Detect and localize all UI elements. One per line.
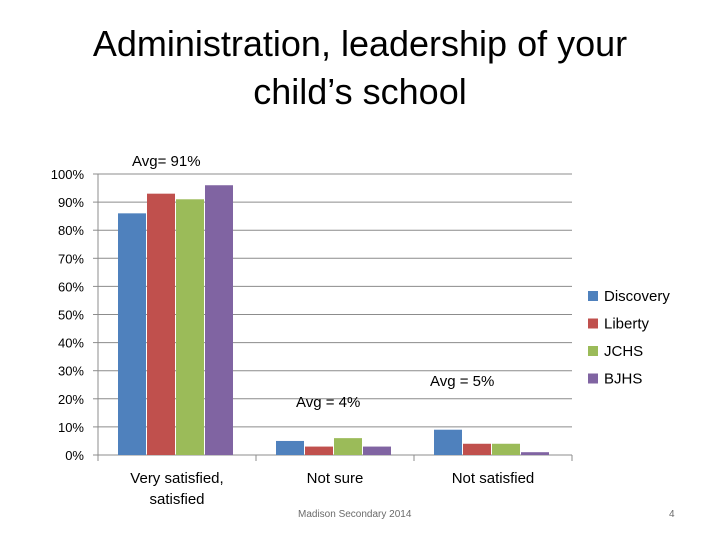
y-tick-label: 90% xyxy=(58,195,84,210)
bar-liberty-0 xyxy=(147,193,175,456)
bar-bjhs-2 xyxy=(521,452,549,455)
legend-label-jchs: JCHS xyxy=(604,343,643,360)
bar-jchs-0 xyxy=(176,199,204,455)
bar-liberty-2 xyxy=(463,443,491,455)
y-tick-label: 40% xyxy=(58,336,84,351)
bar-jchs-2 xyxy=(492,443,520,455)
legend-swatch-liberty xyxy=(588,318,598,329)
footer-text: Madison Secondary 2014 xyxy=(298,509,412,520)
legend-label-discovery: Discovery xyxy=(604,288,670,305)
avg-annotation: Avg= 91% xyxy=(132,153,201,170)
bar-discovery-2 xyxy=(434,429,462,455)
page-number: 4 xyxy=(669,509,675,520)
bar-discovery-1 xyxy=(276,440,304,455)
y-tick-label: 0% xyxy=(65,448,84,463)
avg-annotation: Avg = 4% xyxy=(296,394,360,411)
y-tick-label: 100% xyxy=(51,167,85,182)
x-category-label: Not sure xyxy=(307,470,364,487)
x-category-label: Very satisfied, satisfied xyxy=(130,470,223,508)
y-tick-label: 70% xyxy=(58,251,84,266)
avg-annotation: Avg = 5% xyxy=(430,373,494,390)
y-tick-label: 80% xyxy=(58,223,84,238)
legend-swatch-bjhs xyxy=(588,373,598,384)
y-tick-label: 50% xyxy=(58,308,84,323)
y-tick-label: 60% xyxy=(58,279,84,294)
y-tick-label: 10% xyxy=(58,420,84,435)
legend-label-liberty: Liberty xyxy=(604,316,650,333)
bar-bjhs-1 xyxy=(363,446,391,455)
slide-title: Administration, leadership of your child… xyxy=(92,23,628,112)
legend-swatch-discovery xyxy=(588,291,598,301)
legend-swatch-jchs xyxy=(588,346,598,356)
bar-liberty-1 xyxy=(305,446,333,455)
bar-jchs-1 xyxy=(334,438,362,455)
bar-discovery-0 xyxy=(118,213,146,455)
y-tick-label: 30% xyxy=(58,364,84,379)
legend-label-bjhs: BJHS xyxy=(604,371,642,388)
bar-bjhs-0 xyxy=(205,185,233,456)
y-tick-label: 20% xyxy=(58,392,84,407)
x-category-label: Not satisfied xyxy=(452,470,535,487)
